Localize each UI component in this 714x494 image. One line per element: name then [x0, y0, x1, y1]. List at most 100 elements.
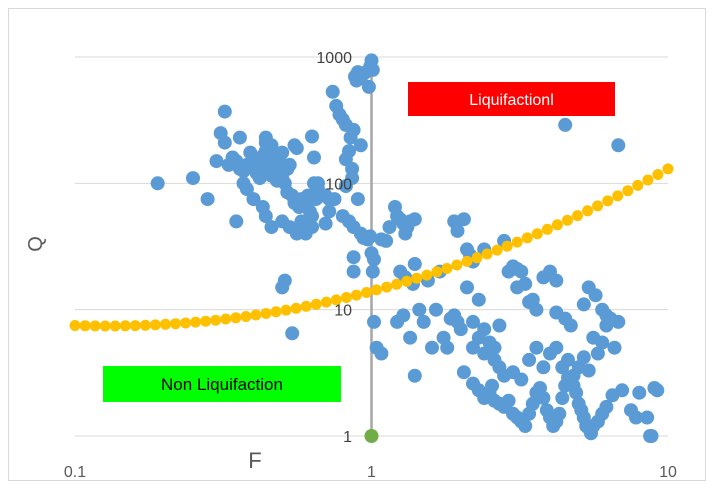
data-point — [640, 410, 655, 425]
chart-border — [8, 8, 706, 481]
data-point — [264, 220, 279, 235]
y-tick-label: 1 — [343, 429, 352, 446]
data-point — [477, 322, 492, 337]
data-point — [563, 318, 578, 333]
boundary-point — [210, 314, 222, 326]
boundary-point — [501, 240, 513, 252]
data-point — [425, 340, 439, 355]
data-point — [456, 365, 471, 380]
data-point — [450, 223, 465, 238]
boundary-point — [350, 289, 362, 301]
data-point — [407, 368, 422, 383]
boundary-point — [632, 179, 644, 191]
data-point — [525, 396, 540, 411]
boundary-point — [250, 309, 262, 321]
data-point — [466, 314, 480, 329]
data-point — [581, 363, 596, 378]
data-point — [186, 171, 200, 186]
data-point — [477, 346, 492, 361]
data-point — [576, 350, 591, 365]
boundary-point — [180, 317, 192, 329]
data-point — [307, 150, 321, 165]
boundary-point — [401, 275, 413, 287]
boundary-point — [109, 320, 121, 332]
data-point — [327, 192, 342, 207]
data-point — [549, 273, 564, 288]
x-tick-label: 10 — [659, 464, 677, 481]
boundary-point — [300, 300, 312, 312]
data-point — [217, 135, 232, 150]
y-tick-label: 100 — [325, 176, 352, 193]
data-point — [549, 340, 564, 355]
non-liquefaction-annotation: Non Liquifaction — [103, 366, 341, 402]
data-point — [552, 406, 567, 421]
boundary-point — [652, 169, 664, 180]
boundary-point — [531, 228, 543, 240]
data-point — [350, 192, 365, 207]
data-point — [346, 264, 361, 279]
non-liquefaction-box — [103, 366, 341, 402]
data-point — [536, 391, 551, 405]
data-point — [416, 314, 431, 329]
data-point — [318, 216, 333, 231]
boundary-point — [320, 296, 332, 308]
data-point — [501, 393, 516, 408]
boundary-point — [662, 163, 674, 175]
data-point — [200, 192, 215, 207]
data-point — [407, 257, 422, 271]
data-point — [487, 340, 502, 355]
data-point — [322, 204, 337, 219]
data-point — [650, 383, 665, 398]
boundary-point — [481, 248, 493, 260]
boundary-point — [461, 255, 473, 267]
boundary-point — [310, 298, 322, 310]
data-point — [294, 220, 309, 235]
data-point — [305, 129, 319, 144]
data-point — [289, 141, 304, 156]
boundary-point — [340, 292, 352, 303]
data-point — [522, 352, 537, 367]
data-point — [440, 340, 455, 355]
data-point — [239, 182, 254, 197]
boundary-point — [612, 190, 624, 202]
data-point — [150, 176, 165, 191]
boundary-point — [361, 287, 372, 298]
boundary-point — [220, 313, 232, 325]
boundary-point — [99, 320, 111, 332]
data-point — [615, 383, 630, 398]
data-point — [232, 130, 247, 145]
data-point — [305, 209, 319, 224]
data-point — [485, 378, 499, 393]
data-point — [361, 79, 376, 94]
non-liquefaction-label: Non Liquifaction — [161, 375, 283, 394]
boundary-point — [421, 269, 433, 281]
data-point — [264, 138, 279, 153]
data-point — [258, 209, 273, 224]
data-point — [382, 220, 397, 235]
boundary-point — [592, 200, 604, 212]
boundary-point — [511, 236, 523, 248]
data-point — [576, 297, 591, 312]
data-point — [282, 157, 297, 172]
data-point — [429, 302, 443, 317]
data-point — [285, 326, 300, 341]
data-point — [412, 302, 427, 317]
boundary-point — [431, 266, 443, 278]
x-tick-label: 0.1 — [64, 464, 86, 481]
data-point — [595, 335, 610, 350]
data-point — [311, 182, 325, 197]
boundary-point — [381, 281, 393, 293]
data-point — [599, 399, 614, 414]
data-point — [611, 138, 626, 153]
data-point — [305, 220, 319, 235]
data-point — [365, 264, 380, 279]
boundary-point — [89, 320, 101, 332]
data-point — [338, 179, 353, 194]
data-point — [275, 280, 290, 295]
boundary-point — [371, 284, 382, 296]
boundary-point — [330, 294, 342, 306]
boundary-point — [139, 319, 151, 331]
boundary-point — [441, 263, 453, 274]
data-point — [217, 104, 232, 119]
